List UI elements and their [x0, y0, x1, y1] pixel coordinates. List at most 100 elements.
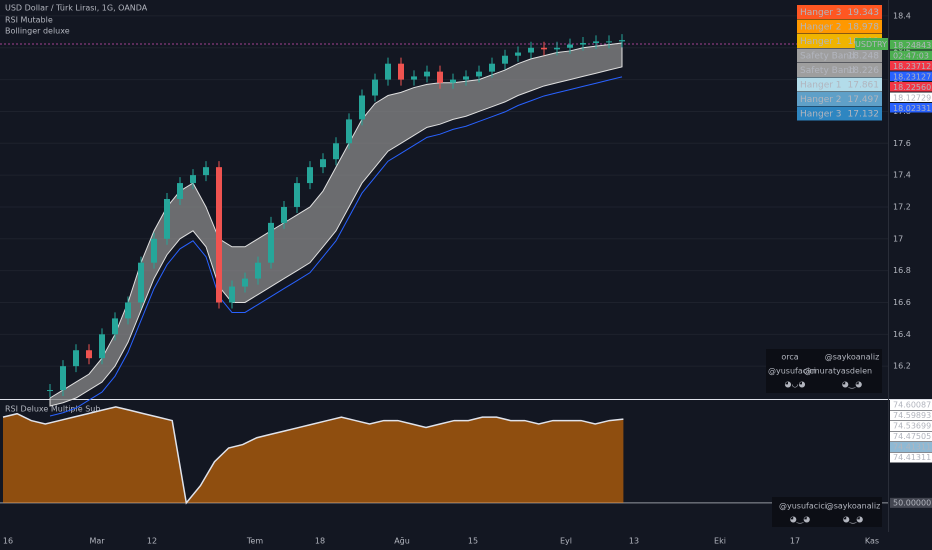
y-tick-label: 18.4 [893, 11, 911, 20]
rsi-label-bg [890, 400, 932, 410]
price-label-bg [890, 82, 932, 92]
candle [424, 71, 430, 77]
candle [138, 262, 144, 303]
signature-face: ◕‿◕ [790, 515, 810, 524]
price-label: 02:47:03 [893, 51, 929, 60]
candle [47, 390, 53, 392]
price-label: 18.12729 [893, 93, 931, 102]
time-label: 12 [147, 537, 157, 546]
time-label: Tem [246, 537, 263, 546]
candle [216, 167, 222, 303]
candle [125, 302, 131, 319]
y-tick-label: 16.4 [893, 330, 911, 339]
rsi-label-bg [890, 452, 932, 463]
hanger-name: Hanger 2 [800, 23, 842, 33]
candle [177, 183, 183, 199]
time-label: 16 [3, 537, 13, 546]
candle [242, 278, 248, 287]
rsi-label: 74.47505 [893, 432, 931, 441]
hanger-value: 17.132 [848, 110, 880, 120]
candle [489, 63, 495, 72]
candle [476, 71, 482, 77]
signature-name: @muratyasdelen [804, 367, 872, 376]
rsi-label-bg [890, 421, 932, 431]
hanger-name: Hanger 2 [800, 95, 842, 105]
time-label: Kas [865, 537, 879, 546]
signature-name: @yusufacici [768, 367, 816, 376]
candle [346, 119, 352, 144]
candle [606, 41, 612, 43]
rsi-label: 50.00000 [893, 498, 931, 507]
y-tick-label: 16.8 [893, 266, 911, 275]
candle [580, 42, 586, 45]
rsi-label-bg [890, 497, 932, 508]
hanger-value: 18.248 [848, 52, 880, 62]
price-label-bg [890, 50, 932, 60]
candle [372, 79, 378, 96]
hanger-row [797, 77, 882, 92]
rsi-line [2, 406, 624, 505]
candle [567, 44, 573, 48]
candle [515, 52, 521, 56]
candle [151, 238, 157, 263]
candle [255, 262, 261, 279]
signature-face: ◕◡◕ [785, 380, 806, 389]
candle [619, 40, 625, 42]
lower-band-line [49, 76, 623, 417]
rsi-label: 74.41311 [893, 453, 931, 462]
price-label-bg [890, 71, 932, 81]
time-label: 18 [315, 537, 325, 546]
rsi-label: 74.53699 [893, 422, 931, 431]
hanger-row [797, 106, 882, 121]
candle [541, 47, 547, 50]
time-label: 17 [790, 537, 800, 546]
price-label: 18.24843 [893, 41, 931, 50]
price-label: 18.23712 [893, 62, 931, 71]
candle [112, 318, 118, 335]
candle [333, 143, 339, 160]
y-tick-label: 16.6 [893, 298, 911, 307]
candle [463, 76, 469, 80]
y-tick-label: 17 [893, 234, 903, 243]
hanger-value: 17.861 [848, 81, 880, 91]
y-tick-label: 17.6 [893, 139, 911, 148]
price-label: 18.23127 [893, 72, 931, 81]
rsi-label: 74.41311 [893, 443, 931, 452]
candle [281, 206, 287, 223]
time-label: 13 [629, 537, 639, 546]
hanger-row [797, 92, 882, 106]
signature-name: @saykoanaliz [825, 353, 880, 362]
rsi-label: 74.60087 [893, 401, 931, 410]
candle [502, 55, 508, 64]
candle [164, 199, 170, 239]
candle [73, 350, 79, 367]
candle [268, 222, 274, 263]
hanger-name: Hanger 3 [800, 8, 842, 18]
hanger-name: Safety Band [800, 52, 855, 62]
hanger-row [797, 48, 882, 63]
symbol-title: USD Dollar / Türk Lirası, 1G, OANDA [5, 4, 148, 13]
symbol-tag: USDTRY [855, 40, 887, 49]
rsi-title: RSI Deluxe Multiple Sub [5, 405, 100, 414]
candle [398, 63, 404, 80]
hanger-row [797, 63, 882, 77]
candle [190, 175, 196, 184]
signature-face: ◕‿◕ [842, 380, 862, 389]
signature-box [766, 349, 882, 393]
price-label-bg [890, 61, 932, 71]
candle [411, 76, 417, 80]
price-label: 18.02331 [893, 104, 931, 113]
rsi-label-bg [890, 442, 932, 452]
y-tick-label: 16.2 [893, 362, 911, 371]
candle [385, 63, 391, 80]
candle [437, 71, 443, 83]
candle [593, 41, 599, 43]
candle [359, 95, 365, 120]
hanger-row [797, 19, 882, 34]
y-tick-label: 17.4 [893, 171, 911, 180]
candle [320, 159, 326, 168]
indicator-title: RSI Mutable [5, 16, 53, 25]
candle [294, 183, 300, 207]
y-tick-label: 17.2 [893, 202, 911, 211]
